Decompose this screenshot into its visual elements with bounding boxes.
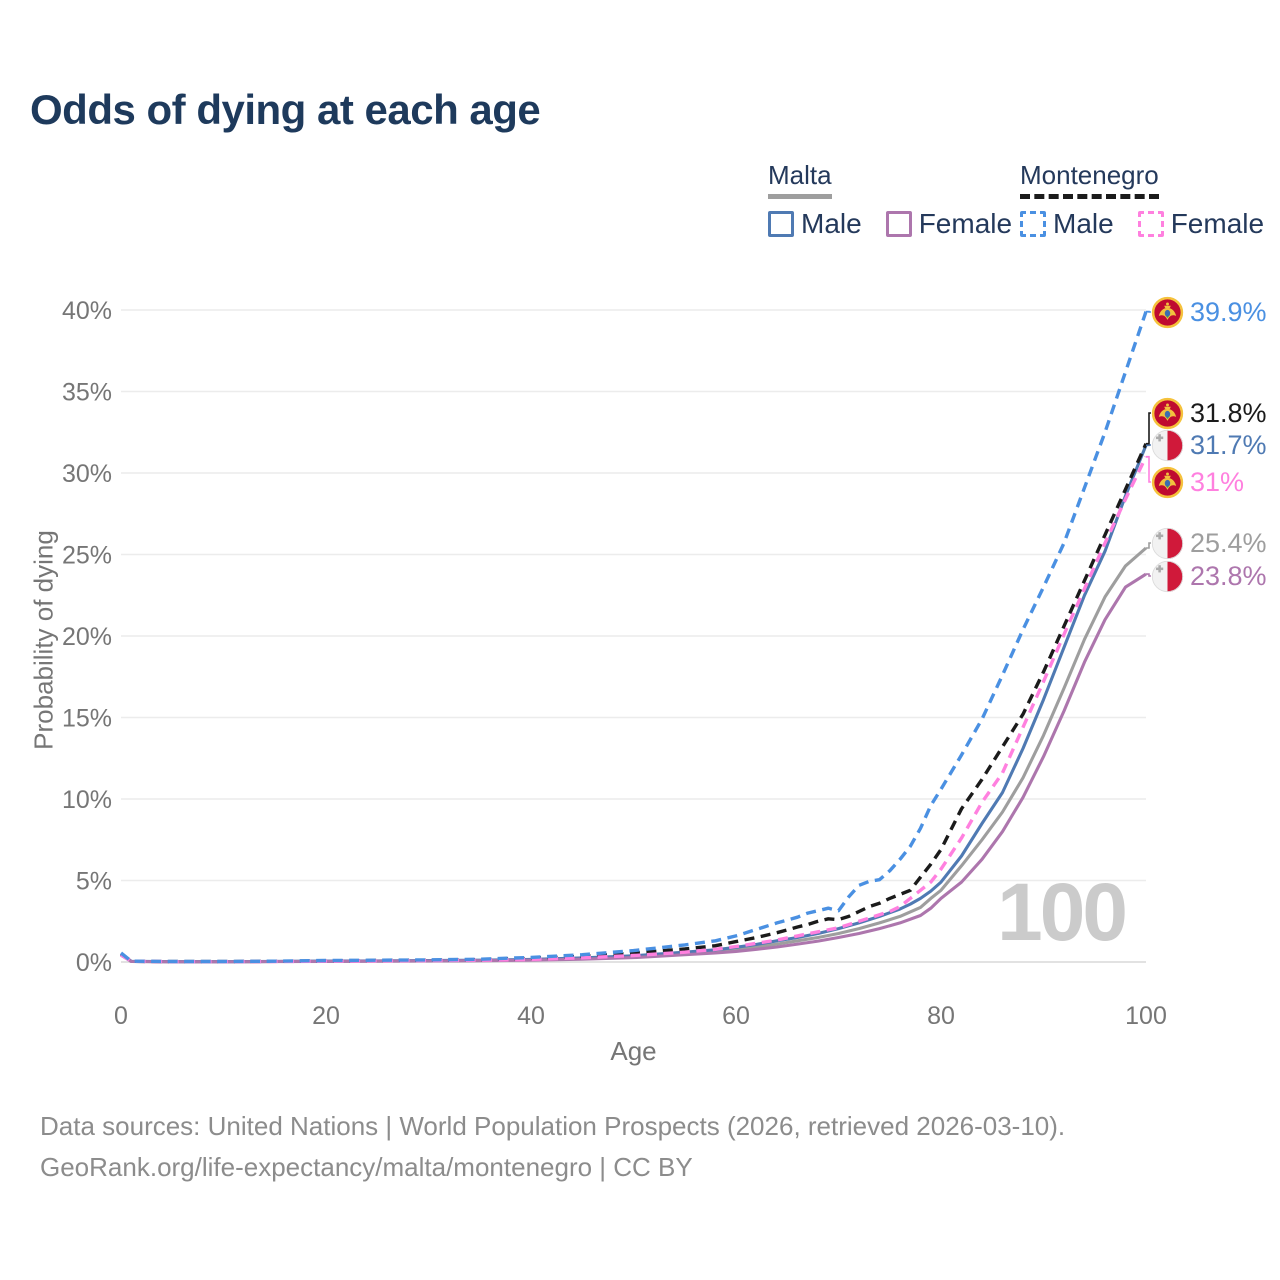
tick-layer: 0% 5% 10% 15% 20% 25% 30% 35% 40% 0 20 40 60 80 100: [62, 297, 1167, 1030]
series-layer: [119, 311, 1148, 964]
x-tick-label: 100: [1125, 1002, 1167, 1030]
y-tick-label: 25%: [62, 542, 112, 570]
data-sources: Data sources: United Nations | World Pop…: [40, 1106, 1065, 1188]
y-tick-label: 20%: [62, 623, 112, 651]
end-label-value: 23.8%: [1190, 560, 1267, 591]
y-tick-label: 10%: [62, 786, 112, 814]
legend-swatch-montenegro-male[interactable]: [1020, 211, 1046, 237]
end-label-malta-male: 31.7%: [1150, 427, 1267, 463]
montenegro-flag-icon: [1150, 465, 1185, 500]
end-label-value: 31%: [1190, 466, 1245, 497]
y-tick-label: 5%: [76, 868, 112, 896]
end-label-value: 25.4%: [1190, 527, 1267, 558]
x-tick-label: 40: [517, 1002, 545, 1030]
malta-flag-icon: [1150, 559, 1185, 594]
end-label-value: 39.9%: [1190, 296, 1267, 327]
legend-row-montenegro: Male Female: [1020, 208, 1280, 240]
legend-label-montenegro-male[interactable]: Male: [1053, 208, 1114, 239]
leader-layer: [1146, 310, 1151, 577]
leader-line-montenegro-female: [1146, 455, 1151, 483]
x-axis-title: Age: [610, 1036, 657, 1066]
leader-line-malta-total: [1146, 542, 1151, 549]
end-label-malta-female: 23.8%: [1150, 558, 1267, 594]
series-line-malta-male[interactable]: [120, 444, 1148, 964]
legend-group-malta: Malta Male Female: [768, 160, 1036, 240]
legend-swatch-montenegro-female[interactable]: [1137, 211, 1164, 237]
legend-country-malta[interactable]: Malta: [768, 160, 832, 199]
legend-country-malta-label: Malta: [768, 160, 832, 190]
end-label-malta-total: 25.4%: [1150, 525, 1267, 561]
end-label-value: 31.7%: [1190, 429, 1267, 460]
series-line-montenegro-female[interactable]: [120, 455, 1148, 964]
page-title: Odds of dying at each age: [30, 86, 541, 133]
y-tick-label: 30%: [62, 460, 112, 488]
legend-swatch-malta-female[interactable]: [885, 211, 912, 237]
end-label-montenegro-total: 31.8%: [1150, 395, 1267, 431]
legend-label-malta-male[interactable]: Male: [801, 208, 862, 239]
y-tick-label: 35%: [62, 379, 112, 407]
x-tick-label: 20: [312, 1002, 340, 1030]
leader-line-malta-female: [1146, 573, 1151, 577]
grid-layer: [121, 309, 1146, 963]
end-label-value: 31.8%: [1190, 397, 1267, 428]
source-line-2: GeoRank.org/life-expectancy/malta/monten…: [40, 1152, 693, 1182]
legend-country-montenegro[interactable]: Montenegro: [1020, 160, 1159, 199]
legend-swatch-malta-male[interactable]: [768, 211, 794, 237]
malta-flag-icon: [1150, 428, 1185, 463]
malta-flag-icon: [1150, 526, 1185, 561]
legend-label-montenegro-female[interactable]: Female: [1170, 208, 1265, 239]
montenegro-flag-icon: [1150, 396, 1185, 431]
source-line-1: Data sources: United Nations | World Pop…: [40, 1111, 1066, 1141]
series-line-montenegro-male[interactable]: [119, 311, 1148, 964]
series-line-malta-female[interactable]: [120, 572, 1147, 964]
y-tick-label: 15%: [62, 705, 112, 733]
age-watermark: 100: [997, 867, 1128, 958]
x-tick-label: 60: [722, 1002, 750, 1030]
legend-country-montenegro-label: Montenegro: [1020, 160, 1159, 190]
legend-group-montenegro: Montenegro Male Female: [1020, 160, 1280, 240]
legend-label-malta-female[interactable]: Female: [918, 208, 1013, 239]
y-tick-label: 0%: [76, 949, 112, 977]
x-tick-label: 0: [114, 1002, 128, 1030]
y-tick-label: 40%: [62, 297, 112, 325]
montenegro-flag-icon: [1150, 295, 1185, 330]
legend-row-malta: Male Female: [768, 208, 1036, 240]
end-label-montenegro-female: 31%: [1150, 464, 1244, 500]
x-tick-label: 80: [927, 1002, 955, 1030]
end-label-montenegro-male: 39.9%: [1150, 294, 1267, 330]
series-line-malta-total[interactable]: [120, 546, 1148, 964]
leader-line-montenegro-total: [1146, 412, 1151, 445]
legend: Malta Male Female Montenegro Male Female: [768, 160, 1268, 240]
series-line-montenegro-total[interactable]: [120, 443, 1148, 964]
